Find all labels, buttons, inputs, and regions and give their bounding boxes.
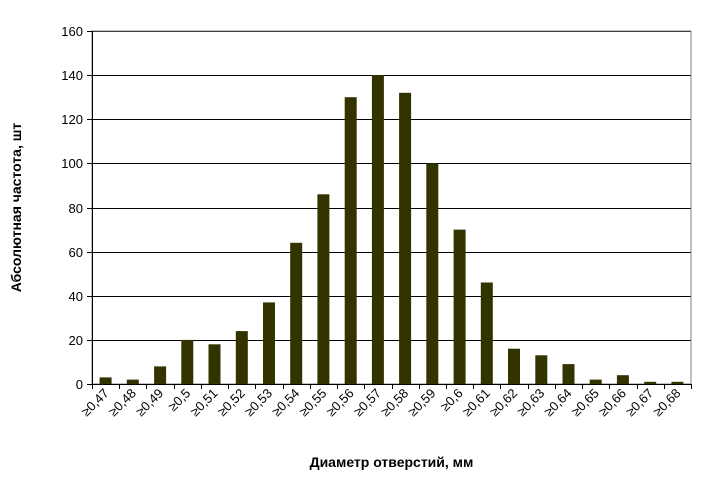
bar: [589, 379, 602, 384]
bar: [317, 194, 330, 384]
x-tick-label: ≥0,52: [214, 386, 248, 420]
x-tick-label: ≥0,49: [133, 386, 167, 420]
x-tick-label: ≥0,55: [296, 386, 330, 420]
bar: [535, 355, 548, 384]
x-tick-label: ≥0,58: [378, 386, 412, 420]
bar: [181, 339, 194, 384]
x-axis-title: Диаметр отверстий, мм: [310, 454, 474, 470]
x-axis-ticks: ≥0,47≥0,48≥0,49≥0,5≥0,51≥0,52≥0,53≥0,54≥…: [78, 384, 692, 420]
bar: [263, 302, 275, 384]
y-tick-label: 100: [61, 156, 83, 171]
x-tick-label: ≥0,67: [623, 386, 657, 420]
bar: [99, 377, 112, 384]
bar: [154, 366, 167, 384]
bar: [399, 92, 412, 385]
bar: [208, 344, 221, 384]
bar: [290, 242, 303, 384]
bar: [671, 381, 684, 384]
x-tick-label: ≥0,51: [187, 386, 221, 420]
x-tick-label: ≥0,65: [568, 386, 602, 420]
x-tick-label: ≥0,68: [650, 386, 684, 420]
y-tick-label: 120: [61, 112, 83, 127]
x-tick-label: ≥0,63: [514, 386, 548, 420]
bar: [371, 75, 384, 384]
x-tick-label: ≥0,54: [269, 386, 303, 420]
x-tick-label: ≥0,66: [596, 386, 630, 420]
bar: [453, 229, 466, 384]
y-tick-label: 40: [69, 289, 83, 304]
x-tick-label: ≥0,48: [105, 386, 139, 420]
y-tick-label: 80: [69, 201, 83, 216]
bar: [344, 97, 357, 384]
bar: [235, 331, 248, 384]
x-tick-label: ≥0,47: [78, 386, 112, 420]
x-tick-label: ≥0,64: [541, 386, 575, 420]
bar: [562, 364, 575, 384]
y-axis-ticks: 0 20 40 60 80 100 120 140 160: [61, 24, 691, 392]
y-tick-label: 160: [61, 24, 83, 39]
x-tick-label: ≥0,62: [487, 386, 521, 420]
y-tick-label: 0: [76, 377, 83, 392]
bars: [99, 75, 684, 385]
x-tick-label: ≥0,53: [242, 386, 276, 420]
x-tick-label: ≥0,57: [350, 386, 384, 420]
y-axis-title: Абсолютная частота, шт: [8, 123, 24, 293]
plot-area-border: [91, 30, 692, 385]
bar: [126, 379, 139, 384]
gridlines: [92, 31, 691, 341]
y-tick-label: 60: [69, 245, 83, 260]
y-tick-label: 20: [69, 333, 83, 348]
x-tick-label: ≥0,61: [459, 386, 493, 420]
y-tick-label: 140: [61, 68, 83, 83]
bar: [644, 381, 657, 384]
x-tick-label: ≥0,56: [323, 386, 357, 420]
x-tick-label: ≥0,59: [405, 386, 439, 420]
bar: [480, 282, 493, 384]
bar: [616, 375, 629, 384]
bar: [426, 163, 439, 384]
bar: [508, 348, 520, 384]
